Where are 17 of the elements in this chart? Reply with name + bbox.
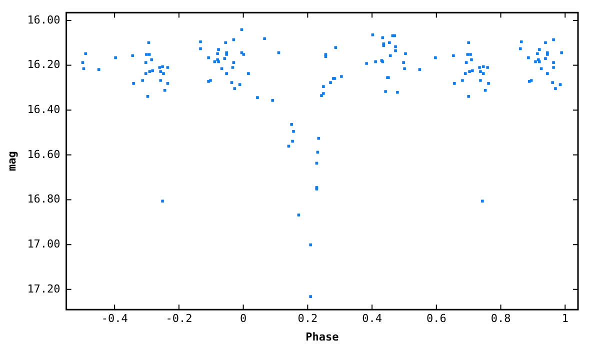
x-tick-label: -0.2 [166,312,192,326]
y-tick-label: 16.00 [27,13,60,26]
x-tick-label: -0.4 [101,312,128,326]
y-tick-label: 17.20 [27,282,60,296]
y-tick-label: 17.00 [27,237,60,250]
x-tick-label: 0.6 [426,312,446,326]
x-tick-label: 0.4 [362,312,382,326]
x-tick-label: 0.2 [298,312,318,326]
y-tick-label: 16.60 [27,148,60,161]
x-tick-label: 0 [240,312,247,326]
x-tick-label: 1 [562,312,568,326]
y-axis-title: mag [5,151,18,172]
y-tick-label: 16.20 [27,58,60,72]
y-tick-label: 16.40 [27,102,60,116]
x-axis-title: Phase [306,330,340,344]
y-tick-label: 16.80 [27,192,60,206]
x-tick-label: 0.8 [490,312,511,326]
